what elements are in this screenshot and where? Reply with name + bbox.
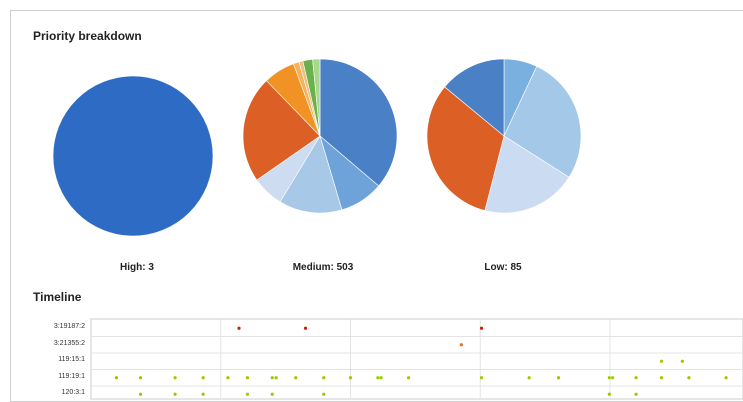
timeline-point-31[interactable] — [201, 392, 205, 396]
timeline-row-label: 120:3:1 — [61, 389, 85, 397]
timeline-point-30[interactable] — [173, 392, 177, 396]
timeline-point-17[interactable] — [376, 376, 380, 380]
pie-chart-high — [52, 75, 214, 237]
pie-1-slice-0[interactable] — [319, 58, 398, 187]
timeline-point-15[interactable] — [322, 376, 326, 380]
timeline-point-8[interactable] — [173, 376, 177, 380]
timeline-row-label: 3:19187:2 — [53, 323, 85, 331]
timeline-point-20[interactable] — [479, 376, 484, 380]
timeline-row-label: 119:15:1 — [58, 356, 85, 364]
timeline-point-21[interactable] — [527, 376, 531, 380]
pie-1-slice-4[interactable] — [242, 80, 321, 181]
timeline-point-34[interactable] — [322, 392, 326, 396]
timeline-point-26[interactable] — [659, 376, 664, 380]
timeline-row-label: 119:19:1 — [58, 372, 85, 380]
priority-panel: Priority breakdown High: 3 Medium: 503 L… — [10, 10, 743, 402]
timeline-point-9[interactable] — [201, 376, 205, 380]
pie-chart-low — [426, 58, 582, 214]
timeline-point-11[interactable] — [245, 376, 250, 380]
timeline-point-14[interactable] — [294, 376, 298, 380]
timeline-point-12[interactable] — [270, 376, 274, 380]
timeline-point-35[interactable] — [607, 392, 611, 396]
timeline-point-10[interactable] — [226, 376, 230, 380]
pie-label-medium: Medium: 503 — [292, 262, 354, 273]
pie-2-slice-2[interactable] — [484, 135, 570, 214]
pie-0-slice-0[interactable] — [52, 75, 214, 237]
pie-2-slice-4[interactable] — [444, 58, 505, 137]
timeline-frame — [90, 318, 743, 400]
timeline-point-4[interactable] — [659, 359, 664, 363]
timeline-point-32[interactable] — [245, 392, 250, 396]
timeline-point-22[interactable] — [556, 376, 561, 380]
timeline-point-36[interactable] — [634, 392, 638, 396]
pie-label-low: Low: 85 — [484, 262, 522, 273]
timeline-row-label: 3:21355:2 — [53, 339, 85, 347]
timeline-point-16[interactable] — [348, 376, 353, 380]
timeline-point-25[interactable] — [634, 376, 638, 380]
timeline-point-2[interactable] — [479, 326, 484, 330]
pie-chart-medium — [242, 58, 398, 214]
pie-2-slice-3[interactable] — [426, 86, 505, 211]
timeline-chart — [90, 318, 743, 400]
timeline-point-6[interactable] — [114, 376, 119, 380]
timeline-title: Timeline — [33, 290, 82, 304]
timeline-point-3[interactable] — [459, 343, 463, 347]
timeline-point-1[interactable] — [303, 326, 308, 330]
pie-1-slice-9[interactable] — [312, 58, 321, 137]
timeline-point-23[interactable] — [607, 376, 611, 380]
timeline-point-19[interactable] — [406, 376, 411, 380]
timeline-point-33[interactable] — [270, 392, 274, 396]
timeline-point-24[interactable] — [611, 376, 615, 380]
pie-label-high: High: 3 — [120, 262, 154, 273]
breakdown-title: Priority breakdown — [33, 29, 142, 43]
timeline-point-27[interactable] — [687, 376, 691, 380]
timeline-point-7[interactable] — [138, 376, 143, 380]
timeline-point-0[interactable] — [237, 326, 241, 330]
timeline-point-29[interactable] — [138, 392, 143, 396]
timeline-point-18[interactable] — [379, 376, 383, 380]
timeline-point-13[interactable] — [274, 376, 278, 380]
pie-2-slice-1[interactable] — [503, 65, 582, 178]
timeline-point-5[interactable] — [680, 359, 684, 363]
timeline-point-28[interactable] — [724, 376, 728, 380]
pie-1-slice-2[interactable] — [279, 135, 343, 214]
